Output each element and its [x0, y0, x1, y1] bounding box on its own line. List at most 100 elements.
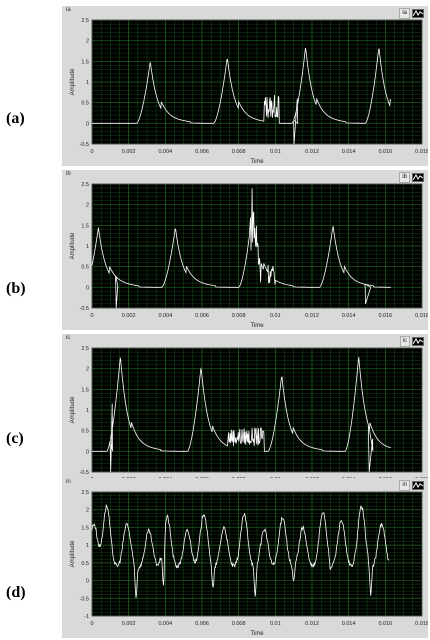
y-tick-label: 1.5: [81, 59, 89, 65]
x-tick-label: 0.008: [232, 313, 246, 319]
x-tick-label: 0.016: [378, 149, 392, 155]
plot-frame: [91, 19, 423, 145]
channel-name: ib: [66, 171, 71, 177]
y-tick-label: 0.5: [81, 561, 89, 567]
x-tick-label: 0.016: [378, 621, 392, 627]
x-tick-label: 0.006: [195, 149, 209, 155]
plot-panel-a: ia ia 0 0.002 0.004 0.006 0.008 0.01 0.012 0.01…: [62, 6, 428, 166]
y-tick-label: 2.5: [81, 490, 89, 496]
legend-label: ia: [399, 8, 410, 19]
legend-label: in: [399, 480, 410, 491]
trace-swatch-icon: [412, 173, 424, 182]
signal-trace: [91, 188, 391, 309]
plot-frame: [91, 347, 423, 473]
x-tick-label: 0.008: [232, 149, 246, 155]
plot-panel-d: in in 0 0.002 0.004 0.006 0.008 0.01 0.012 0.01…: [62, 478, 428, 638]
x-tick-label: 0.004: [158, 621, 172, 627]
x-tick-label: 0.002: [122, 313, 136, 319]
y-tick-label: 2: [86, 39, 89, 45]
plot-legend[interactable]: in: [399, 480, 424, 491]
x-tick-label: 0.018: [415, 313, 428, 319]
waveform-chart: 0 0.002 0.004 0.006 0.008 0.01 0.012 0.014 0.016…: [70, 182, 428, 329]
y-axis-label: Amplitude: [70, 68, 76, 95]
x-tick-label: 0.006: [195, 621, 209, 627]
waveform-chart: 0 0.002 0.004 0.006 0.008 0.01 0.012 0.014 0.016…: [70, 18, 428, 165]
x-tick-label: 0.008: [232, 621, 246, 627]
panel-label-c: (c): [6, 430, 24, 447]
y-tick-label: 0: [86, 285, 89, 291]
y-tick-label: 0: [86, 449, 89, 455]
plot-frame: [91, 183, 423, 309]
y-tick-label: -0.5: [80, 306, 89, 312]
y-tick-label: 1: [86, 80, 89, 86]
signal-trace: [91, 504, 390, 598]
trace-swatch-icon: [412, 9, 424, 18]
x-tick-label: 0.014: [342, 149, 356, 155]
x-tick-label: 0.004: [158, 313, 172, 319]
plot-frame: [91, 491, 423, 617]
y-tick-label: -0.5: [80, 142, 89, 148]
signal-trace: [92, 47, 392, 145]
y-tick-label: -1: [84, 614, 89, 620]
x-tick-label: 0.014: [342, 621, 356, 627]
channel-name: in: [66, 479, 71, 485]
panel-label-b: (b): [6, 280, 26, 297]
y-tick-label: 1: [86, 244, 89, 250]
y-tick-label: 1: [86, 543, 89, 549]
y-tick-label: 0.5: [81, 265, 89, 271]
plot-legend[interactable]: ib: [399, 172, 424, 183]
x-tick-label: 0.016: [378, 313, 392, 319]
plot-panel-c: ic ic 00.0020.0040.0060.0080.010.0120.01…: [62, 334, 428, 494]
x-axis-label: Time: [250, 631, 264, 637]
y-tick-label: 1.5: [81, 525, 89, 531]
x-tick-label: 0.01: [270, 149, 281, 155]
y-axis-label: Amplitude: [70, 540, 76, 567]
y-tick-label: 0.5: [81, 101, 89, 107]
x-tick-label: 0: [90, 149, 93, 155]
y-axis-label: Amplitude: [70, 232, 76, 259]
waveform-chart: 00.0020.0040.0060.0080.010.0120.0140.016…: [70, 346, 428, 493]
y-tick-label: 2: [86, 508, 89, 514]
x-tick-label: 0.012: [305, 149, 319, 155]
y-tick-label: -0.5: [80, 470, 89, 476]
y-tick-label: 0.5: [81, 429, 89, 435]
y-tick-label: 2: [86, 367, 89, 373]
plot-legend[interactable]: ic: [399, 336, 424, 347]
y-tick-label: 1.5: [81, 387, 89, 393]
y-tick-label: 2.5: [81, 182, 89, 188]
y-tick-label: -0.5: [80, 596, 89, 602]
y-tick-label: 1.5: [81, 223, 89, 229]
panel-label-a: (a): [6, 110, 25, 127]
x-tick-label: 0.01: [270, 313, 281, 319]
plot-legend[interactable]: ia: [399, 8, 424, 19]
x-tick-label: 0.018: [415, 149, 428, 155]
x-axis-label: Time: [250, 159, 264, 165]
y-tick-label: 1: [86, 408, 89, 414]
x-axis-label: Time: [250, 323, 264, 329]
x-tick-label: 0.01: [270, 621, 281, 627]
y-tick-label: 2.5: [81, 18, 89, 24]
legend-label: ib: [399, 172, 410, 183]
signal-trace: [92, 357, 391, 473]
x-tick-label: 0.002: [122, 621, 136, 627]
legend-label: ic: [399, 336, 410, 347]
x-tick-label: 0.018: [415, 621, 428, 627]
plot-panel-b: ib ib 0 0.002 0.004 0.006 0.008 0.01 0.012 0.01…: [62, 170, 428, 330]
panel-label-d: (d): [6, 584, 26, 601]
y-tick-label: 2.5: [81, 346, 89, 352]
channel-name: ia: [66, 7, 71, 13]
x-tick-label: 0.012: [305, 621, 319, 627]
y-tick-label: 2: [86, 203, 89, 209]
trace-swatch-icon: [412, 481, 424, 490]
channel-name: ic: [66, 335, 71, 341]
y-tick-label: 0: [86, 121, 89, 127]
x-tick-label: 0.006: [195, 313, 209, 319]
trace-swatch-icon: [412, 337, 424, 346]
x-tick-label: 0.014: [342, 313, 356, 319]
x-tick-label: 0.012: [305, 313, 319, 319]
x-tick-label: 0: [90, 313, 93, 319]
y-axis-label: Amplitude: [70, 396, 76, 423]
x-tick-label: 0.004: [158, 149, 172, 155]
x-tick-label: 0.002: [122, 149, 136, 155]
